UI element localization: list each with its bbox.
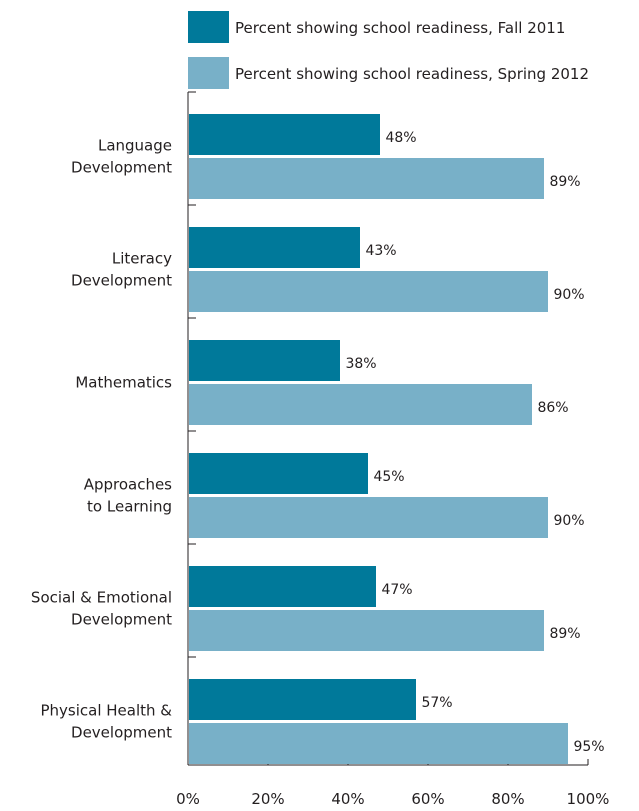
x-tick-label-5: 100% (567, 790, 610, 808)
value-label-5-0: 57% (421, 695, 452, 711)
value-label-2-1: 86% (537, 400, 568, 416)
legend-swatch-1 (188, 57, 229, 89)
x-tick-label-4: 80% (491, 790, 524, 808)
bar-1-1 (189, 271, 548, 312)
value-label-4-1: 89% (549, 626, 580, 642)
axes: 0% 20% 40% 60% 80% 100% (176, 91, 610, 808)
value-label-0-0: 48% (385, 130, 416, 146)
bar-1-0 (189, 227, 360, 268)
category-label-4-0: Social & Emotional (31, 589, 172, 607)
labels: 48% 89% Language Development 43% 90% Literacy D… (31, 130, 605, 755)
value-label-3-0: 45% (373, 469, 404, 485)
category-label-0-0: Language (98, 137, 172, 155)
x-tick-label-2: 40% (331, 790, 364, 808)
bar-4-1 (189, 610, 544, 651)
legend-label-1: Percent showing school readiness, Spring… (235, 65, 589, 83)
bar-0-1 (189, 158, 544, 199)
bar-0-0 (189, 114, 380, 155)
legend-swatch-0 (188, 11, 229, 43)
legend: Percent showing school readiness, Fall 2… (188, 11, 589, 89)
bar-2-0 (189, 340, 340, 381)
x-tick-label-0: 0% (176, 790, 200, 808)
bar-3-0 (189, 453, 368, 494)
bar-3-1 (189, 497, 548, 538)
bar-5-0 (189, 679, 416, 720)
bar-5-1 (189, 723, 568, 764)
value-label-2-0: 38% (345, 356, 376, 372)
x-tick-label-3: 60% (411, 790, 444, 808)
category-label-3-0: Approaches (84, 476, 172, 494)
x-tick-label-1: 20% (251, 790, 284, 808)
category-label-1-0: Literacy (112, 250, 172, 268)
category-label-5-0: Physical Health & (40, 702, 172, 720)
value-label-1-0: 43% (365, 243, 396, 259)
category-label-1-1: Development (71, 272, 172, 290)
value-label-4-0: 47% (381, 582, 412, 598)
legend-label-0: Percent showing school readiness, Fall 2… (235, 19, 565, 37)
value-label-3-1: 90% (553, 513, 584, 529)
value-label-5-1: 95% (573, 739, 604, 755)
value-label-1-1: 90% (553, 287, 584, 303)
category-label-5-1: Development (71, 724, 172, 742)
category-label-0-1: Development (71, 159, 172, 177)
value-label-0-1: 89% (549, 174, 580, 190)
category-label-3-1: to Learning (87, 498, 172, 516)
category-label-2-0: Mathematics (75, 374, 172, 392)
bar-2-1 (189, 384, 532, 425)
bars (189, 114, 568, 764)
bar-4-0 (189, 566, 376, 607)
category-label-4-1: Development (71, 611, 172, 629)
